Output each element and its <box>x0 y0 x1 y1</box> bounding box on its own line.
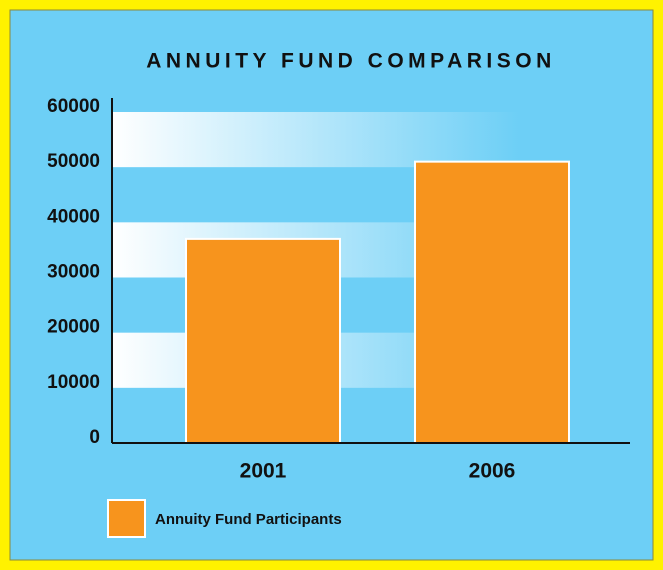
y-tick-label: 60000 <box>47 96 100 117</box>
grid-band <box>112 112 590 168</box>
x-tick-label: 2001 <box>240 460 287 483</box>
y-tick-label: 0 <box>89 427 100 448</box>
x-tick-label: 2006 <box>469 460 516 483</box>
y-tick-label: 40000 <box>47 206 100 227</box>
y-tick-label: 20000 <box>47 317 100 338</box>
y-tick-label: 50000 <box>47 151 100 172</box>
legend-label: Annuity Fund Participants <box>155 511 342 528</box>
bar <box>414 160 570 444</box>
y-tick-label: 30000 <box>47 262 100 283</box>
bar <box>185 237 341 444</box>
legend-swatch <box>107 499 146 538</box>
y-tick-label: 10000 <box>47 372 100 393</box>
chart-title: ANNUITY FUND COMPARISON <box>146 50 556 73</box>
